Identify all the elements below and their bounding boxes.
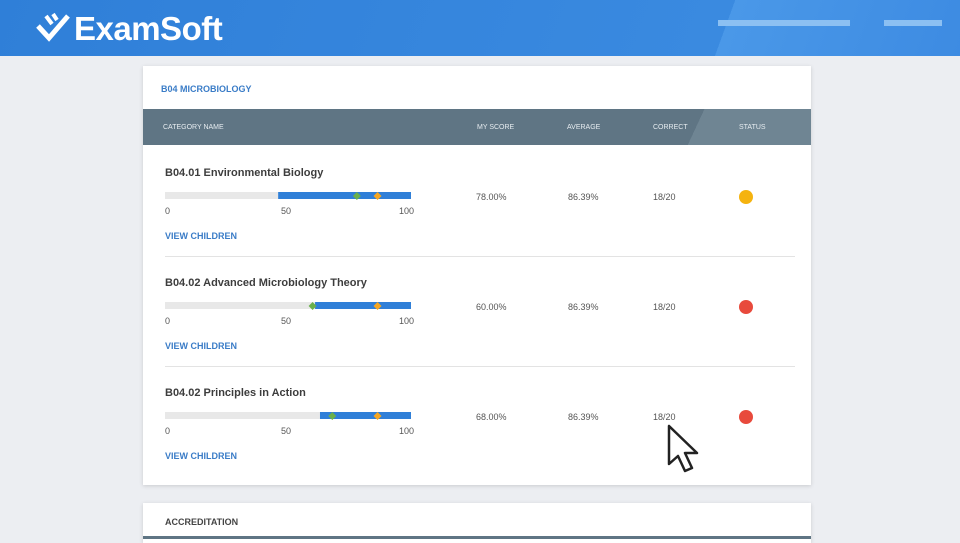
top-bar: ExamSoft: [0, 0, 960, 56]
scale-tick-label: 100: [399, 206, 415, 216]
column-header: CATEGORY NAME: [163, 124, 224, 131]
card-title: B04 MICROBIOLOGY: [161, 84, 252, 94]
my-score: 60.00%: [476, 302, 507, 312]
bar-band: [319, 412, 411, 419]
score-marker: [352, 192, 361, 200]
score-marker: [328, 412, 337, 420]
category-name: B04.02 Advanced Microbiology Theory: [165, 277, 367, 289]
column-header: MY SCORE: [477, 124, 515, 131]
score-marker: [308, 302, 317, 310]
view-children-link[interactable]: VIEW CHILDREN: [165, 341, 237, 351]
my-score: 68.00%: [476, 412, 507, 422]
scale-tick-label: 50: [281, 316, 292, 326]
my-score: 78.00%: [476, 192, 507, 202]
column-header: CORRECT: [653, 124, 688, 131]
row-separator: [165, 256, 795, 257]
bar-track: [165, 302, 411, 309]
status-dot: [739, 300, 753, 314]
cursor: [667, 424, 699, 473]
score-bar: [165, 412, 411, 420]
scale-tick-label: 0: [165, 206, 171, 216]
nav-item[interactable]: [884, 20, 942, 26]
table-header: CATEGORY NAME MY SCORE AVERAGE CORRECT STATU…: [143, 109, 811, 145]
category-card: B04 MICROBIOLOGY CATEGORY NAME MY SCORE AV…: [143, 66, 811, 485]
score-bar: [165, 302, 411, 310]
correct: 18/20: [653, 192, 676, 202]
category-name: B04.02 Principles in Action: [165, 387, 306, 399]
status-dot: [739, 190, 753, 204]
bar-track: [165, 412, 411, 419]
accreditation-card: ACCREDITATION: [143, 503, 811, 543]
logo-icon: [36, 12, 70, 42]
average-marker: [373, 302, 382, 310]
scale-tick-label: 0: [165, 426, 171, 436]
view-children-link[interactable]: VIEW CHILDREN: [165, 231, 237, 241]
scale-tick-label: 0: [165, 316, 171, 326]
scale-tick-label: 50: [281, 426, 292, 436]
bar-band: [315, 302, 411, 309]
status-dot: [739, 410, 753, 424]
score-bar: [165, 192, 411, 200]
average: 86.39%: [568, 192, 599, 202]
column-header: STATUS: [739, 124, 766, 131]
view-children-link[interactable]: VIEW CHILDREN: [165, 451, 237, 461]
scale-tick-label: 100: [399, 316, 415, 326]
correct: 18/20: [653, 302, 676, 312]
column-header: AVERAGE: [567, 124, 601, 131]
nav-item[interactable]: [718, 20, 850, 26]
scale-tick-label: 50: [281, 206, 292, 216]
average: 86.39%: [568, 412, 599, 422]
average-marker: [373, 412, 382, 420]
scale-tick-label: 100: [399, 426, 415, 436]
correct: 18/20: [653, 412, 676, 422]
bar-band: [278, 192, 411, 199]
row-separator: [165, 366, 795, 367]
logo: ExamSoft: [74, 10, 223, 47]
card-title: ACCREDITATION: [165, 517, 239, 527]
category-name: B04.01 Environmental Biology: [165, 167, 324, 179]
average-marker: [373, 192, 382, 200]
average: 86.39%: [568, 302, 599, 312]
